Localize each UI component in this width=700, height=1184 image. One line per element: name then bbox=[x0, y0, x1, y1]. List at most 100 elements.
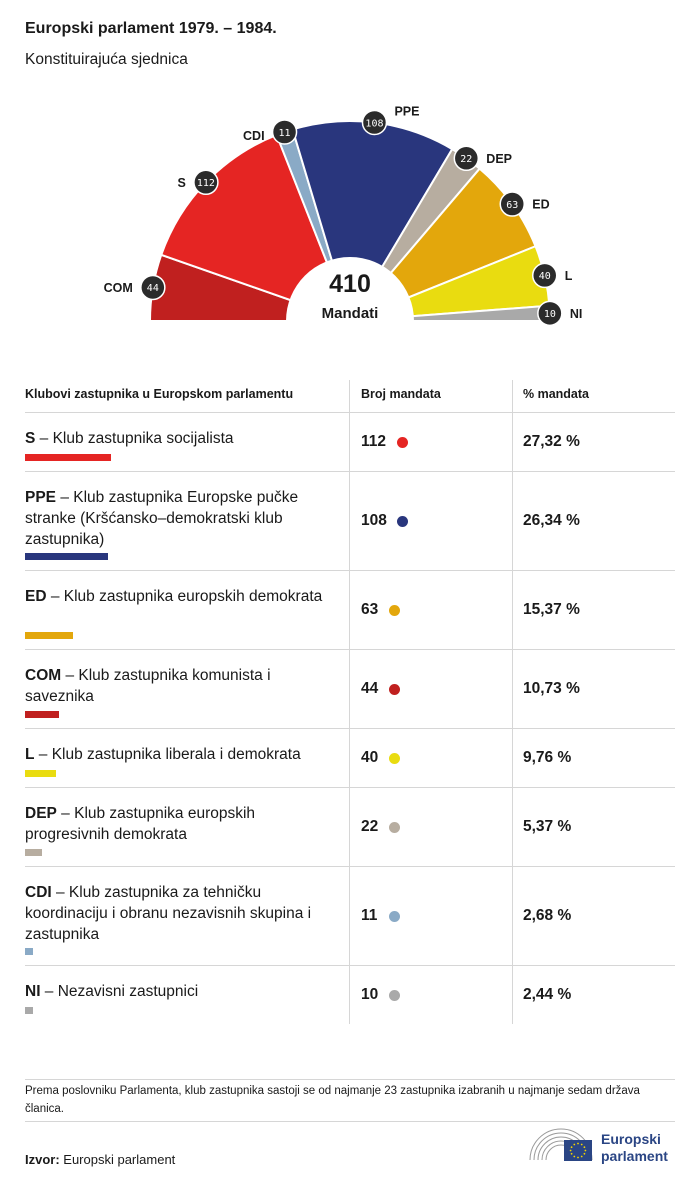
share-bar bbox=[25, 454, 111, 461]
chart-subtitle: Konstituirajuća sjednica bbox=[25, 51, 188, 68]
badge-ed bbox=[499, 191, 525, 217]
badge-value-ed: 63 bbox=[506, 200, 518, 211]
label-com: COM bbox=[104, 281, 133, 295]
color-dot bbox=[389, 822, 400, 833]
color-dot bbox=[397, 516, 408, 527]
group-name: S – Klub zastupnika socijalista bbox=[25, 428, 340, 449]
column-divider bbox=[512, 380, 513, 412]
column-divider bbox=[512, 788, 513, 866]
group-full-name: – Klub zastupnika komunista i saveznika bbox=[25, 667, 271, 705]
column-divider bbox=[349, 788, 350, 866]
badge-s bbox=[193, 169, 219, 196]
group-name: CDI – Klub zastupnika za tehničku koordi… bbox=[25, 882, 340, 945]
seat-count: 11 bbox=[361, 907, 378, 924]
badge-value-s: 112 bbox=[197, 178, 215, 189]
seat-count: 63 bbox=[361, 601, 379, 618]
color-dot bbox=[389, 605, 400, 616]
share-bar bbox=[25, 711, 59, 718]
label-ni: NI bbox=[570, 307, 583, 321]
color-dot bbox=[389, 684, 400, 695]
seat-percent: 2,44 % bbox=[523, 986, 572, 1003]
table-row: ED – Klub zastupnika europskih demokrata… bbox=[25, 571, 675, 650]
group-name: PPE – Klub zastupnika Europske pučke str… bbox=[25, 487, 340, 550]
seat-count: 108 bbox=[361, 512, 387, 529]
share-bar bbox=[25, 948, 33, 955]
group-abbr: ED bbox=[25, 588, 47, 605]
ep-logo-icon bbox=[529, 1128, 593, 1161]
badge-value-dep: 22 bbox=[460, 154, 472, 165]
column-divider bbox=[512, 966, 513, 1024]
badge-ni bbox=[537, 300, 563, 327]
chart-title: Europski parlament 1979. – 1984. bbox=[25, 20, 277, 37]
seat-count: 44 bbox=[361, 680, 379, 697]
group-full-name: – Klub zastupnika liberala i demokrata bbox=[34, 746, 301, 763]
column-divider bbox=[512, 413, 513, 471]
color-dot bbox=[389, 990, 400, 1001]
share-bar bbox=[25, 770, 56, 777]
label-ppe: PPE bbox=[394, 105, 419, 119]
share-bar bbox=[25, 849, 42, 856]
column-divider bbox=[349, 571, 350, 649]
table-row: CDI – Klub zastupnika za tehničku koordi… bbox=[25, 867, 675, 966]
color-dot bbox=[397, 437, 408, 448]
table-row: PPE – Klub zastupnika Europske pučke str… bbox=[25, 472, 675, 571]
header-seats: Broj mandata bbox=[361, 387, 441, 401]
table-row: NI – Nezavisni zastupnici 10 2,44 % bbox=[25, 966, 675, 1024]
badge-ppe bbox=[361, 109, 388, 136]
seat-count: 112 bbox=[361, 433, 387, 450]
badge-com bbox=[140, 274, 166, 301]
column-divider bbox=[512, 650, 513, 728]
label-l: L bbox=[565, 269, 573, 283]
badge-value-ppe: 108 bbox=[365, 118, 383, 129]
color-dot bbox=[389, 911, 400, 922]
seat-count: 10 bbox=[361, 986, 379, 1003]
group-abbr: NI bbox=[25, 983, 41, 1000]
seat-percent: 27,32 % bbox=[523, 433, 580, 450]
column-divider bbox=[349, 867, 350, 965]
seat-table: Klubovi zastupnika u Europskom parlament… bbox=[25, 380, 675, 1024]
seat-percent: 10,73 % bbox=[523, 680, 580, 697]
label-s: S bbox=[178, 176, 186, 190]
label-dep: DEP bbox=[486, 152, 512, 166]
share-bar bbox=[25, 1007, 33, 1014]
logo-line2: parlament bbox=[601, 1148, 668, 1164]
ep-logo-text: Europski parlament bbox=[601, 1131, 668, 1165]
seat-percent: 5,37 % bbox=[523, 818, 572, 835]
badge-value-cdi: 11 bbox=[279, 128, 291, 139]
hemicycle-chart: 410 Mandati 44 COM 112 S 11 CDI 108 PPE 22 DEP 63 E… bbox=[104, 105, 583, 340]
table-header: Klubovi zastupnika u Europskom parlament… bbox=[25, 380, 675, 413]
group-name: L – Klub zastupnika liberala i demokrata bbox=[25, 744, 340, 765]
group-abbr: DEP bbox=[25, 805, 57, 822]
badge-value-com: 44 bbox=[147, 283, 159, 294]
group-name: ED – Klub zastupnika europskih demokrata bbox=[25, 586, 340, 607]
table-row: L – Klub zastupnika liberala i demokrata… bbox=[25, 729, 675, 788]
table-row: DEP – Klub zastupnika europskih progresi… bbox=[25, 788, 675, 867]
footnote: Prema poslovniku Parlamenta, klub zastup… bbox=[25, 1079, 675, 1122]
group-abbr: S bbox=[25, 430, 36, 447]
share-bar bbox=[25, 632, 73, 639]
group-full-name: – Klub zastupnika Europske pučke stranke… bbox=[25, 489, 299, 548]
group-name: DEP – Klub zastupnika europskih progresi… bbox=[25, 803, 340, 845]
column-divider bbox=[349, 966, 350, 1024]
group-full-name: – Klub zastupnika za tehničku koordinaci… bbox=[25, 884, 312, 943]
badge-value-ni: 10 bbox=[544, 309, 556, 320]
seat-percent: 26,34 % bbox=[523, 512, 580, 529]
column-divider bbox=[512, 472, 513, 570]
group-abbr: PPE bbox=[25, 489, 57, 506]
seat-percent: 9,76 % bbox=[523, 749, 572, 766]
group-abbr: COM bbox=[25, 667, 62, 684]
center-label: Mandati bbox=[322, 305, 379, 322]
logo-line1: Europski bbox=[601, 1131, 661, 1147]
badge-cdi bbox=[271, 119, 298, 145]
share-bar bbox=[25, 553, 108, 560]
source: Izvor: Europski parlament bbox=[25, 1152, 175, 1167]
group-full-name: – Klub zastupnika europskih demokrata bbox=[46, 588, 323, 605]
seat-count: 40 bbox=[361, 749, 379, 766]
badge-dep bbox=[453, 145, 480, 172]
column-divider bbox=[349, 413, 350, 471]
group-full-name: – Klub zastupnika europskih progresivnih… bbox=[25, 805, 256, 843]
header-group: Klubovi zastupnika u Europskom parlament… bbox=[25, 387, 294, 401]
group-abbr: L bbox=[25, 746, 35, 763]
group-name: COM – Klub zastupnika komunista i savezn… bbox=[25, 665, 340, 707]
column-divider bbox=[512, 729, 513, 787]
